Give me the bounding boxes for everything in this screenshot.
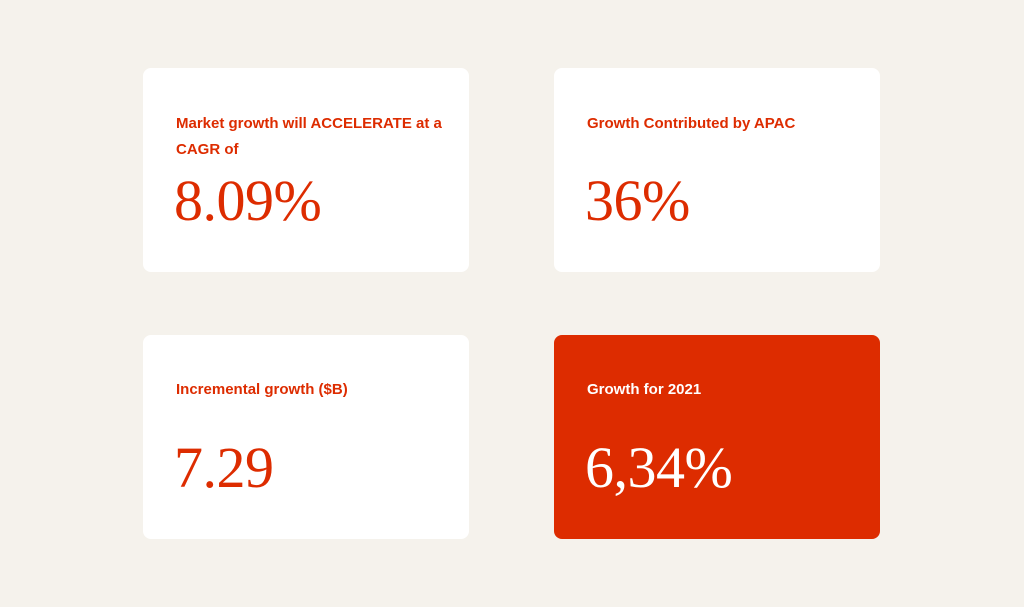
stat-value-apac: 36% <box>585 168 690 233</box>
stat-label-growth-2021: Growth for 2021 <box>587 381 702 398</box>
stat-card-incremental-growth: Incremental growth ($B) 7.29 <box>143 335 469 539</box>
stat-label-apac: Growth Contributed by APAC <box>587 115 796 132</box>
stat-value-growth-2021: 6,34% <box>585 435 733 500</box>
stat-card-growth-2021: Growth for 2021 6,34% <box>554 335 880 539</box>
stat-value-incremental-growth: 7.29 <box>174 435 274 500</box>
stat-label-cagr: Market growth will ACCELERATE at a CAGR … <box>176 115 442 158</box>
stat-card-apac: Growth Contributed by APAC 36% <box>554 68 880 272</box>
stat-label-incremental-growth: Incremental growth ($B) <box>176 381 348 398</box>
stat-card-cagr: Market growth will ACCELERATE at a CAGR … <box>143 68 469 272</box>
stat-value-cagr: 8.09% <box>174 168 322 233</box>
